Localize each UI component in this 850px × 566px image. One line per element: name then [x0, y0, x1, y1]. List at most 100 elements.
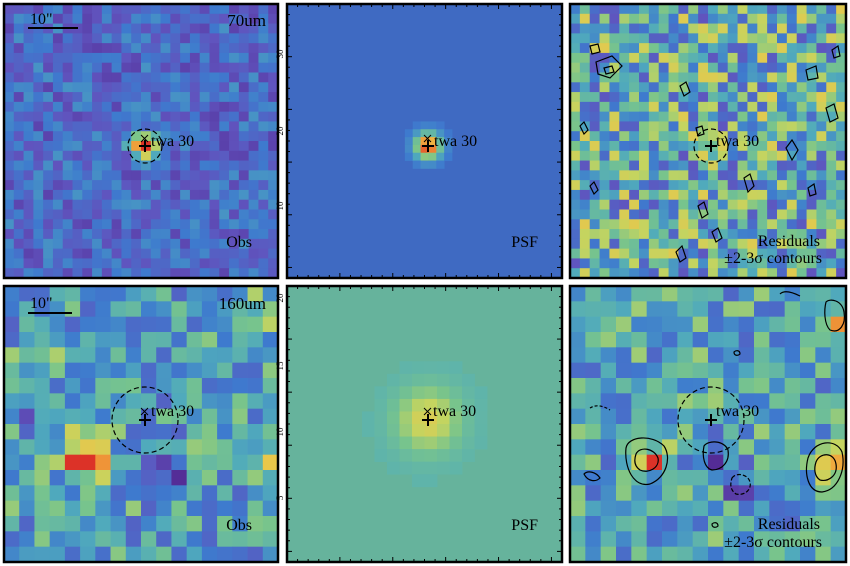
pixel — [708, 209, 719, 220]
pixel — [229, 180, 240, 191]
pixel — [209, 189, 220, 201]
pixel — [815, 286, 832, 302]
pixel — [52, 121, 64, 132]
pixel — [80, 316, 96, 333]
pixel — [585, 424, 602, 440]
pixel — [23, 268, 34, 279]
pixel — [629, 209, 640, 220]
pixel — [199, 170, 210, 181]
pixel — [248, 219, 259, 230]
pixel — [616, 500, 632, 517]
pixel — [186, 286, 203, 302]
pixel — [639, 248, 650, 259]
pixel — [13, 13, 24, 24]
pixel — [64, 531, 81, 548]
pixel — [92, 43, 103, 54]
pixel — [4, 170, 15, 181]
pixel — [219, 92, 230, 103]
pixel — [19, 286, 35, 302]
pixel — [777, 189, 788, 201]
pixel — [826, 101, 837, 113]
pixel — [616, 470, 632, 486]
pixel — [248, 209, 259, 220]
pixel — [219, 72, 230, 83]
pixel — [806, 268, 817, 279]
pixel — [160, 43, 171, 54]
pixel — [800, 531, 816, 548]
pixel — [247, 470, 264, 486]
pixel — [111, 238, 122, 250]
pixel — [131, 111, 142, 122]
pixel — [33, 72, 44, 83]
pixel — [209, 4, 220, 15]
pixel — [201, 485, 218, 502]
pixel — [585, 408, 602, 425]
pixel — [95, 531, 111, 548]
pixel — [737, 199, 748, 210]
pixel — [800, 362, 816, 379]
pixel — [189, 180, 201, 191]
pixel — [33, 268, 44, 279]
pixel — [747, 92, 758, 103]
pixel — [777, 23, 788, 34]
pixel — [92, 33, 103, 44]
pixel — [708, 238, 719, 250]
pixel — [199, 209, 210, 220]
pixel — [219, 13, 230, 24]
pixel — [570, 92, 581, 103]
pixel — [570, 347, 586, 364]
pixel — [777, 180, 788, 191]
pixel — [82, 13, 93, 24]
pixel — [420, 144, 429, 154]
pixel — [33, 180, 44, 191]
pixel — [238, 72, 250, 83]
pixel — [631, 531, 648, 548]
pixel — [826, 170, 837, 181]
pixel — [708, 485, 724, 502]
pixel — [579, 268, 591, 279]
pixel — [662, 531, 678, 548]
pixel — [43, 62, 54, 73]
pixel — [727, 82, 738, 93]
pixel — [238, 13, 250, 24]
pixel — [619, 238, 630, 250]
pixel — [43, 209, 54, 220]
pixel — [747, 248, 758, 259]
pixel — [34, 546, 51, 563]
pixel — [258, 131, 269, 142]
pixel — [92, 4, 103, 15]
pixel — [420, 121, 429, 130]
pixel — [34, 470, 51, 486]
pixel — [125, 470, 142, 486]
pixel — [111, 62, 122, 73]
pixel — [830, 286, 847, 302]
source-label: twa 30 — [151, 403, 194, 420]
band-label: 160um — [219, 294, 266, 313]
pixel — [717, 62, 729, 73]
pixel — [570, 248, 581, 259]
pixel — [80, 500, 96, 517]
pixel — [668, 82, 679, 93]
pixel — [738, 470, 755, 486]
pixel — [82, 170, 93, 181]
pixel — [816, 62, 827, 73]
pixel — [110, 485, 127, 502]
pixel — [4, 23, 15, 34]
pixel — [247, 531, 264, 548]
pixel — [723, 393, 740, 410]
pixel — [600, 286, 617, 302]
pixel — [688, 72, 699, 83]
pixel — [52, 238, 64, 250]
pixel — [4, 141, 15, 152]
pixel — [229, 170, 240, 181]
pixel — [33, 33, 44, 44]
pixel — [662, 516, 678, 532]
pixel — [170, 258, 181, 269]
pixel — [437, 461, 450, 475]
pixel — [698, 229, 709, 240]
pixel — [639, 13, 650, 24]
pixel — [600, 316, 617, 333]
pixel — [4, 180, 15, 191]
pixel — [800, 424, 816, 440]
pixel — [784, 316, 801, 333]
